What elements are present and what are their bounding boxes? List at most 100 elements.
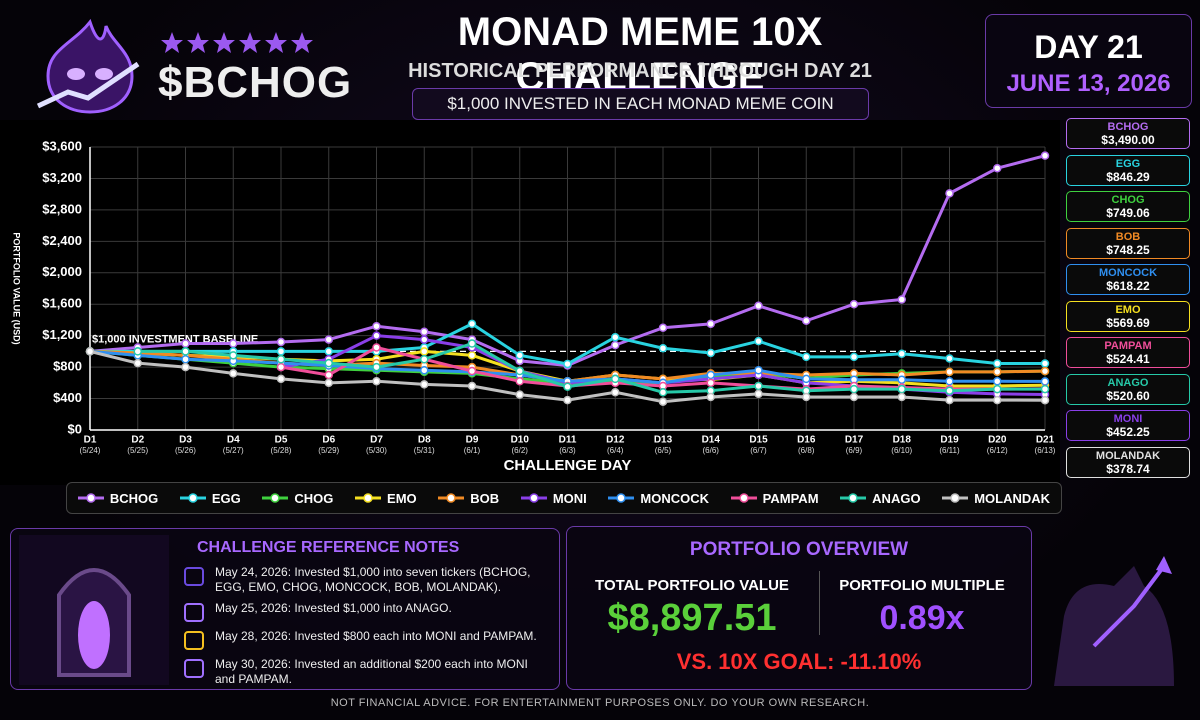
data-point [706, 319, 715, 329]
data-point [706, 378, 715, 388]
data-point [467, 339, 477, 348]
end-value-amount: $749.06 [1106, 206, 1150, 220]
data-point [993, 359, 1002, 368]
data-point [181, 355, 190, 364]
notes-title: CHALLENGE REFERENCE NOTES [197, 539, 460, 556]
legend-item: ANAGO [840, 491, 921, 506]
note-row: May 25, 2026: Invested $1,000 into ANAGO… [183, 601, 553, 623]
data-point [945, 386, 954, 395]
end-value-name: PAMPAM [1104, 340, 1152, 352]
legend-swatch [730, 493, 757, 503]
data-point [945, 367, 954, 377]
data-point [1040, 384, 1050, 394]
notes-panel: CHALLENGE REFERENCE NOTES May 24, 2026: … [10, 528, 560, 690]
data-point [563, 395, 572, 405]
note-row: May 28, 2026: Invested $800 each into MO… [183, 629, 553, 651]
overview-panel: PORTFOLIO OVERVIEW TOTAL PORTFOLIO VALUE… [566, 526, 1032, 690]
x-tick-date: (6/1) [464, 446, 481, 455]
y-tick-label: $400 [53, 390, 82, 405]
bull-art [1054, 556, 1174, 686]
legend-item: PAMPAM [730, 491, 819, 506]
legend-dot [446, 493, 457, 503]
x-tick-label: D12 [606, 435, 625, 446]
legend-dot [616, 493, 627, 503]
goal: VS. 10X GOAL: -11.10% [676, 649, 922, 674]
x-tick-date: (6/4) [607, 446, 624, 455]
x-tick-date: (6/12) [987, 446, 1008, 455]
data-point [420, 335, 429, 344]
total-value: $8,897.51 [607, 597, 777, 639]
data-point [276, 355, 286, 364]
data-point [467, 381, 477, 391]
data-point [802, 392, 811, 402]
legend-swatch [608, 493, 635, 503]
data-point [945, 354, 954, 363]
legend-item: BOB [438, 491, 499, 506]
legend-swatch [262, 493, 289, 503]
x-tick-label: D5 [275, 435, 288, 446]
y-tick-label: $0 [68, 421, 82, 436]
legend-swatch [840, 493, 867, 503]
series-line [137, 342, 1046, 394]
data-point [706, 370, 715, 380]
legend-dot [188, 493, 198, 503]
data-point [897, 384, 906, 394]
legend-dot [950, 493, 960, 503]
data-point [372, 331, 381, 340]
x-tick-date: (6/3) [559, 446, 576, 455]
x-tick-date: (6/5) [655, 446, 672, 455]
legend-item: BCHOG [77, 491, 158, 506]
overview-title: PORTFOLIO OVERVIEW [689, 539, 909, 560]
x-tick-label: D15 [749, 435, 768, 446]
end-value-amount: $846.29 [1106, 169, 1150, 184]
data-point [133, 358, 142, 368]
note-icon [184, 631, 204, 650]
note-row: May 30, 2026: Invested an additional $20… [183, 657, 553, 687]
end-value-amount: $452.25 [1106, 425, 1150, 439]
data-point [897, 375, 906, 384]
data-point [420, 355, 429, 364]
divider [819, 571, 820, 635]
legend-dot [270, 493, 281, 503]
legend-swatch [438, 493, 465, 503]
data-point [181, 362, 190, 372]
subtitle: HISTORICAL PERFORMANCE THROUGH DAY 21 [408, 60, 872, 82]
note-icon-shape [184, 631, 204, 650]
data-point [754, 366, 763, 375]
data-point [276, 347, 286, 356]
data-point [993, 367, 1002, 377]
x-tick-date: (5/26) [175, 446, 196, 455]
data-point [1040, 151, 1050, 160]
end-value-box: ANAGO $520.60 [1066, 373, 1190, 405]
x-tick-date: (6/7) [750, 446, 767, 455]
end-value-amount: $378.74 [1106, 461, 1150, 476]
legend-swatch [520, 493, 547, 503]
x-tick-label: D16 [797, 435, 816, 446]
data-point [754, 336, 763, 346]
data-point [658, 388, 668, 397]
legend-dot [848, 493, 858, 503]
x-tick-date: (5/29) [318, 446, 339, 455]
data-point [849, 392, 859, 402]
end-value-amount: $524.41 [1106, 352, 1150, 366]
note-text: May 24, 2026: Invested $1,000 into seven… [215, 565, 531, 594]
x-tick-date: (5/24) [80, 446, 101, 455]
data-point [658, 397, 668, 406]
y-tick-label: $800 [53, 359, 82, 374]
data-point [324, 347, 333, 356]
x-tick-date: (6/8) [798, 446, 815, 455]
note-icon [184, 567, 204, 586]
data-point [181, 347, 190, 356]
x-tick-date: (5/30) [366, 446, 387, 455]
end-value-name: EGG [1115, 157, 1141, 170]
x-tick-label: D14 [702, 435, 721, 446]
legend-label: BOB [470, 490, 500, 506]
data-point [945, 395, 954, 405]
legend-item: MONI [520, 491, 587, 506]
data-point [181, 339, 190, 348]
end-value-name: EMO [1115, 303, 1141, 316]
end-value-box: MONCOCK $618.22 [1066, 264, 1190, 295]
x-tick-date: (6/13) [1035, 446, 1056, 455]
data-point [372, 377, 381, 386]
